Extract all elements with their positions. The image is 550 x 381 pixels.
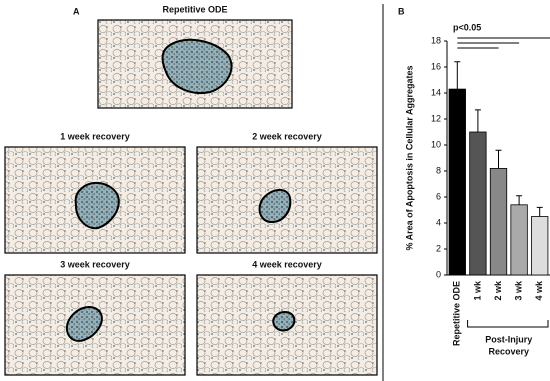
error-bar bbox=[474, 109, 481, 132]
error-bar bbox=[516, 195, 523, 205]
image-title: 3 week recovery bbox=[60, 259, 130, 269]
x-tick-label: 1 wk bbox=[472, 280, 482, 301]
x-tick-label: 4 wk bbox=[534, 280, 544, 301]
x-tick-label: 3 wk bbox=[513, 280, 523, 301]
aggregate-outline bbox=[258, 189, 292, 224]
aggregate-outline bbox=[272, 311, 296, 332]
error-bar bbox=[454, 61, 461, 90]
bar bbox=[489, 167, 508, 276]
y-tick-label: 10 bbox=[431, 139, 441, 149]
panel-label: B bbox=[398, 6, 405, 16]
y-tick-label: 12 bbox=[431, 113, 441, 123]
group-label: Post-Injury bbox=[485, 334, 532, 344]
bar bbox=[531, 216, 549, 276]
group-label: Recovery bbox=[489, 346, 530, 356]
image-title: 4 week recovery bbox=[252, 259, 322, 269]
y-tick-label: 16 bbox=[431, 61, 441, 71]
y-tick-label: 4 bbox=[436, 217, 441, 227]
image-title: Repetitive ODE bbox=[162, 4, 227, 14]
y-tick-label: 14 bbox=[431, 87, 441, 97]
y-tick-label: 6 bbox=[436, 191, 441, 201]
bar bbox=[469, 131, 487, 276]
panel-label: A bbox=[73, 6, 80, 16]
error-bar bbox=[536, 206, 543, 217]
image-title: 1 week recovery bbox=[60, 131, 130, 141]
aggregate-outline bbox=[161, 38, 233, 94]
error-bar bbox=[495, 149, 502, 169]
annotation: p<0.05 bbox=[453, 22, 481, 32]
bar bbox=[448, 88, 466, 276]
y-tick-label: 8 bbox=[436, 165, 441, 175]
bar bbox=[510, 204, 528, 276]
group-bracket bbox=[467, 320, 549, 328]
y-tick-label: 0 bbox=[436, 269, 441, 279]
y-axis-label: % Area of Apoptosis in Cellular Aggregat… bbox=[404, 65, 414, 250]
aggregate-outline bbox=[74, 181, 120, 230]
aggregate-outline bbox=[66, 306, 103, 342]
y-tick-label: 18 bbox=[431, 35, 441, 45]
x-tick-label: 2 wk bbox=[493, 280, 503, 301]
x-tick-label: Repetitive ODE bbox=[452, 281, 462, 346]
y-tick-label: 2 bbox=[436, 243, 441, 253]
image-title: 2 week recovery bbox=[252, 131, 322, 141]
